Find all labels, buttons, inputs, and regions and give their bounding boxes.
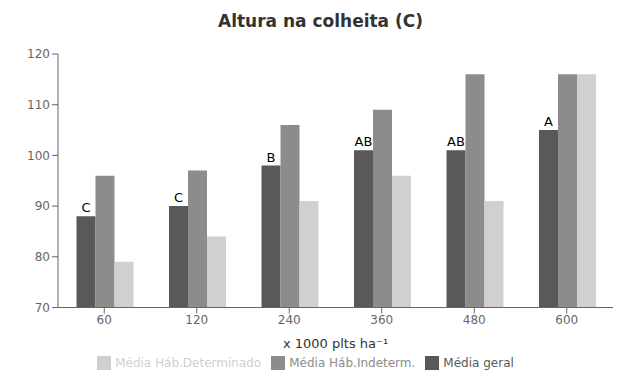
html-text:Média geral: Média geral: [443, 355, 514, 370]
svg-text:AB: AB: [447, 134, 465, 149]
svg-text:AB: AB: [355, 134, 373, 149]
html-text:Média Háb.Determinado: Média Háb.Determinado: [115, 355, 262, 370]
svg-text:120: 120: [27, 47, 50, 61]
svg-text:C: C: [174, 190, 183, 205]
svg-text:240: 240: [278, 313, 301, 327]
svg-text:110: 110: [27, 98, 50, 112]
svg-text:60: 60: [97, 313, 112, 327]
svg-text:360: 360: [370, 313, 393, 327]
svg-text:100: 100: [27, 149, 50, 163]
svg-text:B: B: [267, 150, 276, 165]
html-text:Média Háb.Indeterm.: Média Háb.Indeterm.: [289, 355, 416, 370]
svg-text:C: C: [81, 200, 90, 215]
html-text:Altura na colheita (C): Altura na colheita (C): [218, 11, 423, 31]
svg-text:120: 120: [185, 313, 208, 327]
svg-text:70: 70: [35, 301, 50, 315]
svg-text:A: A: [544, 114, 553, 129]
svg-text:480: 480: [463, 313, 486, 327]
svg-text:90: 90: [35, 199, 50, 213]
svg-text:x 1000 plts ha⁻¹: x 1000 plts ha⁻¹: [283, 336, 388, 351]
svg-text:80: 80: [35, 250, 50, 264]
svg-text:600: 600: [555, 313, 578, 327]
